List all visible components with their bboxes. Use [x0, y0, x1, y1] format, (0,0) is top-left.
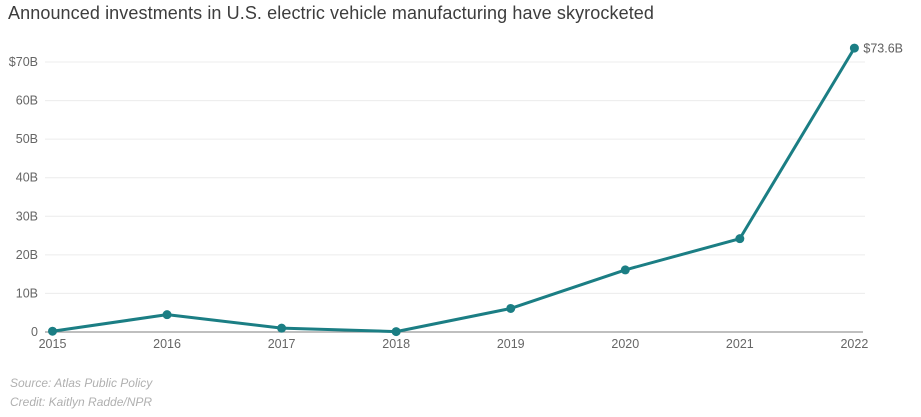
data-point — [849, 43, 859, 53]
y-tick-label: 20B — [16, 248, 38, 262]
x-tick-label: 2021 — [726, 337, 754, 351]
y-tick-label: 10B — [16, 286, 38, 300]
source-note: Source: Atlas Public Policy — [10, 376, 153, 390]
data-point — [391, 327, 401, 337]
credit-note: Credit: Kaitlyn Radde/NPR — [10, 395, 153, 409]
data-point — [506, 303, 516, 313]
data-point — [48, 326, 57, 336]
x-tick-label: 2017 — [268, 337, 296, 351]
y-tick-label: 60B — [16, 94, 38, 108]
y-tick-label: $70B — [9, 55, 38, 69]
data-point — [162, 310, 172, 320]
data-point — [620, 265, 630, 275]
y-tick-label: 0 — [31, 325, 38, 339]
data-line — [51, 46, 856, 334]
x-tick-label: 2016 — [153, 337, 181, 351]
last-point-value-label: $73.6B — [863, 42, 903, 56]
chart-footer: Source: Atlas Public Policy Credit: Kait… — [10, 374, 152, 412]
x-tick-label: 2022 — [840, 337, 868, 351]
data-point — [277, 323, 287, 333]
x-tick-label: 2020 — [611, 337, 639, 351]
x-tick-label: 2019 — [497, 337, 525, 351]
y-tick-label: 30B — [16, 209, 38, 223]
x-tick-label: 2018 — [382, 337, 410, 351]
x-tick-label: 2015 — [39, 337, 67, 351]
chart-title: Announced investments in U.S. electric v… — [8, 3, 655, 23]
y-tick-label: 40B — [16, 171, 38, 185]
y-tick-label: 50B — [16, 132, 38, 146]
data-point — [735, 234, 745, 244]
